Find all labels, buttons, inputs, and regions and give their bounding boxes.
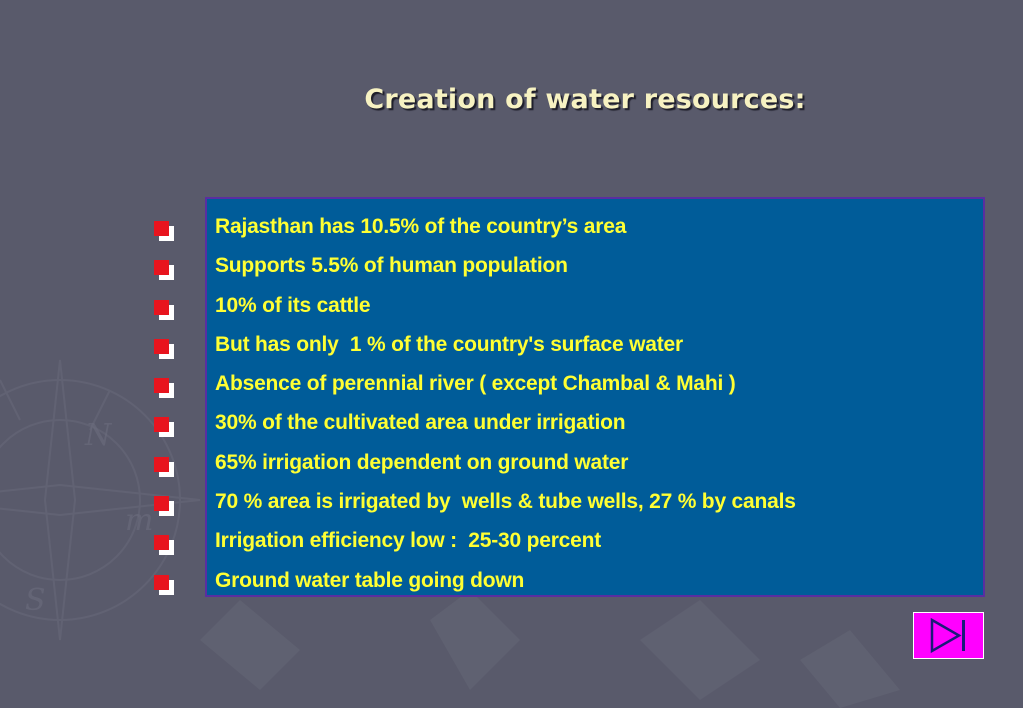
bullet-list: Rajasthan has 10.5% of the country’s are… [207, 199, 983, 600]
svg-text:S: S [25, 583, 46, 618]
list-item: 65% irrigation dependent on ground water [215, 450, 629, 474]
bullet-square-icon [154, 496, 178, 520]
content-box: Rajasthan has 10.5% of the country’s are… [205, 197, 985, 597]
list-item: 10% of its cattle [215, 293, 371, 317]
list-item: Irrigation efficiency low : 25-30 percen… [215, 529, 602, 553]
list-item: Ground water table going down [215, 568, 525, 592]
list-item: Absence of perennial river ( except Cham… [215, 372, 736, 396]
play-to-end-icon [930, 617, 965, 654]
next-slide-button[interactable] [913, 612, 984, 659]
svg-text:m: m [125, 503, 153, 538]
list-item: Rajasthan has 10.5% of the country’s are… [215, 215, 627, 238]
bullet-square-icon [154, 378, 178, 402]
bullet-square-icon [154, 456, 178, 481]
bullet-square-icon [154, 417, 178, 441]
slide-title: Creation of water resources: [364, 84, 806, 115]
bullet-column [154, 221, 184, 614]
list-item: 70 % area is irrigated by wells & tube w… [215, 490, 796, 514]
bullet-square-icon [154, 221, 178, 245]
list-item: 30% of the cultivated area under irrigat… [215, 411, 626, 435]
bullet-square-icon [154, 260, 178, 284]
bullet-square-icon [154, 338, 178, 363]
list-item: Supports 5.5% of human population [215, 254, 568, 278]
bullet-square-icon [154, 299, 178, 324]
bullet-square-icon [154, 574, 178, 599]
list-item: But has only 1 % of the country's surfac… [215, 332, 684, 356]
svg-text:N: N [84, 418, 113, 453]
bullet-square-icon [154, 535, 178, 559]
